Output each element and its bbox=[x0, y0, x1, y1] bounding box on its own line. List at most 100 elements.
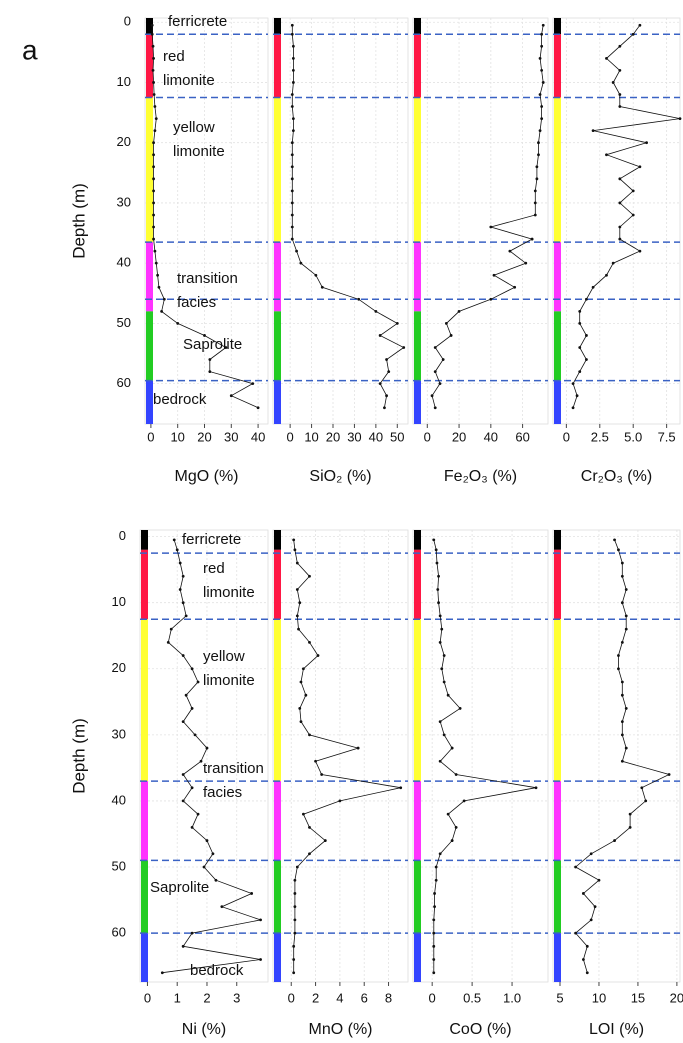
x-tick-label: 60 bbox=[515, 429, 529, 444]
data-point bbox=[620, 561, 624, 565]
lithology-strip bbox=[414, 34, 421, 98]
lithology-strip bbox=[554, 311, 561, 381]
data-point bbox=[290, 177, 294, 181]
panel bbox=[139, 529, 269, 986]
data-point bbox=[152, 153, 155, 157]
x-tick-label: 0 bbox=[147, 429, 154, 444]
y-tick-label: 60 bbox=[117, 375, 131, 390]
x-tick-label: 2 bbox=[203, 990, 210, 1005]
x-tick-label: 20 bbox=[452, 429, 466, 444]
data-point bbox=[290, 213, 294, 217]
data-point bbox=[297, 627, 300, 631]
data-point bbox=[176, 322, 180, 325]
data-point bbox=[489, 297, 493, 301]
lithology-strip bbox=[554, 18, 561, 35]
data-point bbox=[578, 370, 582, 373]
panel bbox=[272, 529, 409, 986]
data-point bbox=[611, 261, 615, 265]
data-point bbox=[202, 865, 206, 869]
data-point bbox=[593, 905, 597, 909]
zone-label-line: limonite bbox=[163, 72, 215, 89]
data-point bbox=[575, 394, 579, 398]
data-point bbox=[454, 825, 458, 829]
data-point bbox=[181, 720, 185, 724]
data-point bbox=[295, 249, 298, 253]
data-point bbox=[432, 931, 436, 935]
data-point bbox=[314, 759, 317, 763]
data-point bbox=[290, 189, 294, 193]
data-point bbox=[449, 334, 453, 337]
data-point bbox=[618, 201, 622, 205]
lithology-strip bbox=[414, 311, 421, 381]
data-point bbox=[214, 878, 218, 882]
data-point bbox=[454, 773, 458, 776]
data-point bbox=[151, 44, 155, 48]
data-point bbox=[302, 667, 305, 671]
lithology-strip bbox=[274, 34, 281, 98]
data-point bbox=[299, 680, 303, 684]
lithology-strip bbox=[414, 933, 421, 982]
data-point bbox=[437, 574, 440, 578]
data-point bbox=[438, 382, 442, 386]
data-point bbox=[172, 538, 176, 542]
data-point bbox=[290, 93, 294, 96]
lithology-strip bbox=[274, 380, 281, 424]
data-point bbox=[513, 285, 517, 289]
x-tick-label: 20 bbox=[197, 429, 211, 444]
data-point bbox=[208, 358, 212, 361]
lithology-strip bbox=[146, 311, 153, 381]
lithology-strip bbox=[554, 380, 561, 424]
data-point bbox=[184, 614, 188, 618]
lithology-strip bbox=[554, 933, 561, 982]
data-point bbox=[540, 105, 544, 108]
data-point bbox=[290, 201, 294, 205]
data-point bbox=[250, 892, 254, 895]
lithology-strip bbox=[414, 549, 421, 620]
data-point bbox=[395, 322, 399, 325]
data-point bbox=[631, 189, 635, 193]
y-tick-label: 0 bbox=[124, 14, 131, 29]
data-point bbox=[160, 971, 164, 975]
data-point bbox=[316, 654, 320, 657]
x-axis-label: MgO (%) bbox=[175, 468, 239, 485]
data-point bbox=[166, 640, 170, 644]
zone-label: Saprolite bbox=[183, 336, 242, 353]
data-point bbox=[433, 370, 437, 373]
data-point bbox=[631, 32, 635, 36]
data-point bbox=[181, 944, 185, 948]
data-point bbox=[299, 720, 303, 724]
data-point bbox=[638, 249, 642, 253]
panel-frame bbox=[144, 17, 269, 425]
data-point bbox=[357, 297, 361, 301]
data-point bbox=[605, 56, 608, 60]
data-point bbox=[540, 44, 544, 48]
y-tick-label: 20 bbox=[117, 134, 131, 149]
x-tick-label: 0 bbox=[287, 429, 294, 444]
data-point bbox=[160, 309, 164, 313]
y-tick-label: 30 bbox=[112, 726, 126, 741]
x-tick-label: 0.5 bbox=[463, 990, 481, 1005]
x-tick-label: 50 bbox=[390, 429, 404, 444]
data-point bbox=[308, 852, 311, 856]
lithology-strip bbox=[146, 34, 153, 98]
lithology-strip bbox=[274, 781, 281, 861]
data-point bbox=[597, 878, 601, 882]
lithology-strip bbox=[274, 18, 281, 35]
lithology-strip bbox=[554, 860, 561, 934]
data-point bbox=[438, 759, 442, 763]
data-point bbox=[308, 574, 311, 578]
data-point bbox=[645, 141, 648, 145]
data-point bbox=[208, 370, 212, 373]
y-tick-label: 10 bbox=[112, 594, 126, 609]
data-point bbox=[585, 297, 588, 301]
data-point bbox=[211, 852, 215, 856]
data-point bbox=[293, 892, 297, 895]
data-point bbox=[153, 129, 157, 133]
lithology-strip bbox=[414, 242, 421, 312]
data-point bbox=[433, 346, 437, 349]
data-point bbox=[581, 892, 585, 895]
data-point bbox=[628, 812, 632, 816]
data-point bbox=[181, 574, 185, 578]
data-point bbox=[441, 358, 445, 361]
lithology-strip bbox=[141, 530, 148, 550]
